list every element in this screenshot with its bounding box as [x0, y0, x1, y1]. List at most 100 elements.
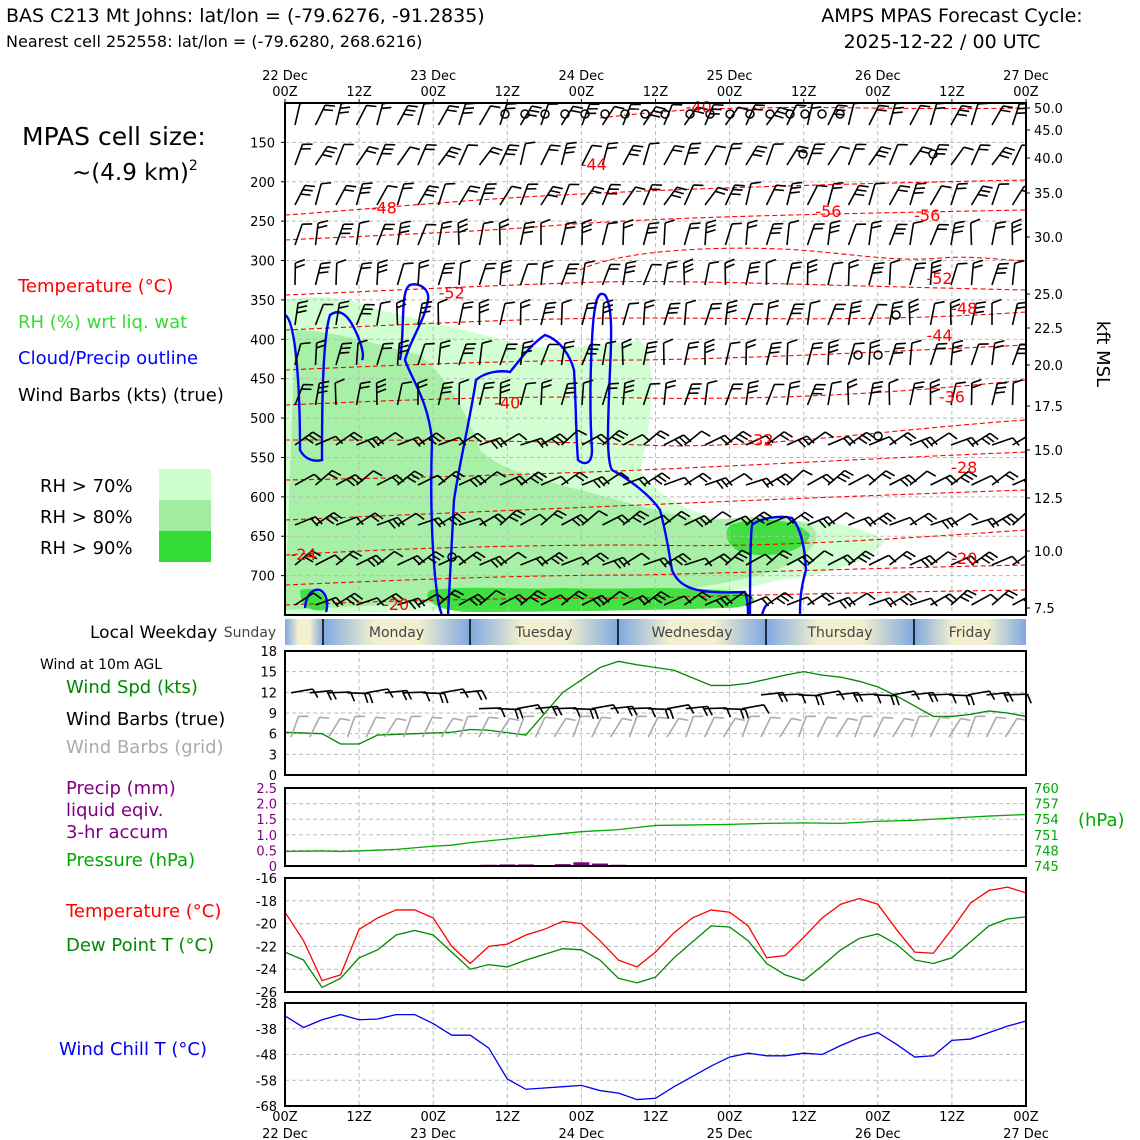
surface-wind-barb-feather: [612, 704, 620, 714]
wind-barb: [1012, 554, 1026, 566]
wind-barb: [765, 384, 776, 406]
wind-barb: [704, 477, 727, 486]
wind-barb-feather: [858, 184, 869, 188]
surface-wind-barb: [478, 707, 502, 710]
wind-barb: [683, 143, 692, 166]
wind-barb-feather: [746, 338, 757, 344]
wind-barb: [601, 429, 620, 446]
wind-barb-feather: [302, 188, 313, 192]
wind-barb-feather: [336, 259, 347, 264]
wind-barb-feather: [591, 189, 602, 194]
wind-barb: [396, 183, 405, 206]
wind-barb: [704, 553, 725, 566]
wind-barb-feather: [723, 553, 733, 561]
wind-tick-label: 6: [269, 728, 277, 743]
wind-barb-feather: [566, 386, 577, 390]
grid-wind-barb: [290, 716, 300, 738]
wind-barb-feather: [457, 218, 468, 224]
wind-barb-feather: [295, 258, 306, 264]
wind-barb-feather: [508, 516, 519, 523]
wind-barb-feather: [878, 149, 889, 154]
surface-wind-barb-feather: [589, 709, 595, 719]
wind-barb: [458, 185, 472, 206]
wind-barb-feather: [847, 378, 858, 384]
wind-barb-feather: [626, 260, 637, 265]
wind-barb-feather: [776, 597, 786, 605]
pressure-legend: Pressure (hPa): [66, 850, 195, 871]
wind-barb: [499, 303, 506, 326]
surface-wind-barb-feather: [852, 692, 859, 703]
wind-barb-feather: [823, 550, 834, 557]
grid-wind-barb: [628, 716, 638, 738]
surface-wind-barb-feather: [551, 706, 558, 717]
wind-barb-feather: [408, 600, 417, 610]
wind-barb-feather: [442, 220, 453, 225]
wind-barb: [294, 343, 302, 366]
wind-barb-feather: [396, 298, 407, 304]
wind-barb: [602, 590, 621, 606]
wind-barb-feather: [307, 553, 318, 560]
wind-barb: [971, 517, 993, 526]
wind-barb-feather: [737, 552, 748, 559]
wind-barb-feather: [536, 590, 547, 597]
wind-barb: [745, 596, 767, 606]
wind-barb: [827, 596, 849, 606]
calm-circle: [817, 109, 827, 119]
wind-barb-feather: [531, 105, 542, 109]
wind-barb-feather: [656, 433, 666, 440]
wind-barb-feather: [995, 225, 1006, 229]
wind-barb-feather: [935, 106, 946, 110]
wind-barb-feather: [500, 379, 511, 384]
wind-barb-feather: [704, 348, 715, 354]
wind-barb: [847, 303, 853, 326]
bottom-date-label: 22 Dec: [262, 1127, 308, 1140]
precip-tick-label: 1.0: [256, 829, 277, 844]
wind-barb: [930, 474, 951, 486]
wind-barb: [663, 383, 668, 406]
temp-contour-label: -28: [951, 458, 977, 477]
wind-barb-feather: [871, 225, 882, 229]
surface-wind-barb: [516, 704, 539, 710]
wind-barb-feather: [707, 380, 718, 384]
wind-barb: [909, 470, 928, 486]
wind-barb-feather: [368, 145, 379, 150]
wind-barb-feather: [678, 555, 688, 563]
wind-barb-feather: [727, 299, 738, 304]
wind-barb: [766, 431, 785, 446]
wind-barb: [909, 105, 922, 126]
wind-barb-feather: [611, 436, 621, 443]
wind-barb-feather: [690, 222, 701, 225]
wind-barb: [908, 302, 911, 326]
wind-barb-feather: [926, 470, 937, 477]
wind-barb-feather: [907, 593, 917, 601]
wind-barb: [581, 433, 602, 446]
wind-barb: [970, 185, 984, 206]
wind-barb-feather: [765, 596, 774, 605]
wind-barb-feather: [807, 258, 818, 264]
wind-barb: [355, 470, 374, 486]
wind-barb: [335, 103, 343, 126]
wind-barb-feather: [970, 218, 981, 224]
wind-barb-feather: [848, 263, 859, 269]
temp-contour-label: -44: [581, 155, 607, 174]
wind-barb-feather: [529, 109, 540, 113]
wind-barb-feather: [858, 437, 868, 445]
surface-wind-barb: [742, 704, 765, 710]
wind-barb-feather: [346, 478, 355, 487]
wind-barb-feather: [950, 303, 961, 309]
top-time-label: 00Z: [569, 85, 595, 100]
surface-wind-barb-feather: [626, 706, 633, 717]
wind-barb-feather: [695, 519, 704, 528]
surface-wind-barb: [854, 693, 878, 696]
wind-barb-feather: [319, 266, 330, 270]
wind-barb-feather: [652, 596, 663, 604]
wind-barb-feather: [909, 308, 920, 314]
wind-barb: [540, 433, 561, 446]
wind-barb: [806, 550, 825, 566]
wind-barb-feather: [678, 436, 688, 445]
grid-wind-barb: [703, 716, 715, 738]
wind-barb: [397, 436, 419, 446]
kft-tick-label: 50.0: [1034, 102, 1063, 117]
wind-barb-feather: [790, 380, 801, 385]
wind-barb: [950, 383, 957, 406]
